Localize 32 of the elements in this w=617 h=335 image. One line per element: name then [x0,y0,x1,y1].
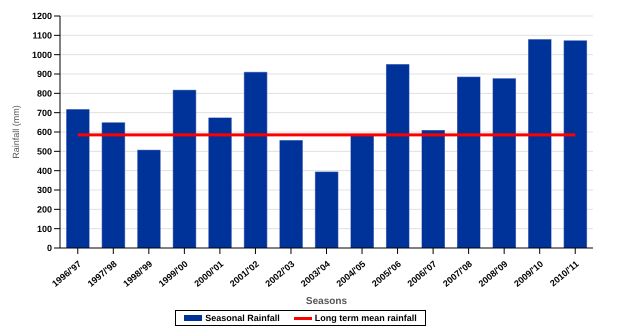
bar [102,122,126,248]
y-tick-label: 900 [36,69,52,80]
bar [279,140,303,248]
bar [66,109,90,248]
y-axis-title: Rainfall (mm) [11,105,22,159]
y-tick-label: 800 [36,88,52,99]
y-tick-label: 600 [36,127,52,138]
bar [421,130,445,248]
y-tick-label: 1200 [32,11,52,22]
bar [386,64,410,248]
y-tick-label: 300 [36,185,52,196]
y-tick-label: 0 [46,243,52,254]
y-tick-label: 700 [36,108,52,118]
y-tick-label: 100 [36,224,52,234]
y-tick-label: 500 [36,146,52,157]
bar [528,39,552,248]
bar [208,117,232,248]
y-tick-label: 1100 [32,30,52,41]
bar [244,72,268,248]
legend-label: Long term mean rainfall [314,313,417,323]
bar [350,135,374,248]
x-axis-title: Seasons [306,296,348,307]
bar [492,78,516,248]
bar [314,172,338,248]
bar [457,76,481,248]
y-tick-label: 200 [36,204,52,215]
bar [137,150,161,248]
y-tick-label: 1000 [32,50,52,60]
legend-label: Seasonal Rainfall [204,313,280,323]
bar [564,40,588,248]
y-tick-label: 400 [36,166,52,176]
bar [172,90,196,248]
